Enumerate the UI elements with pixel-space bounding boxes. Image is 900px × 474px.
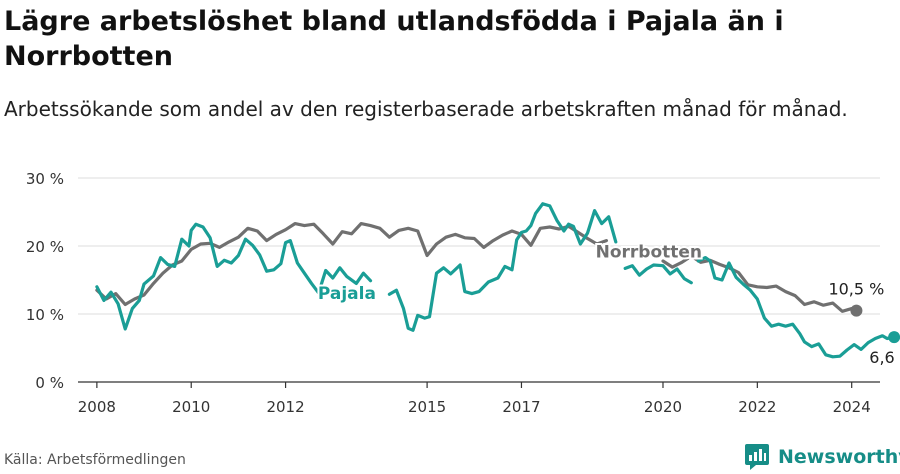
series-line-pajala (623, 263, 693, 285)
x-tick-label: 2024 (833, 398, 871, 416)
series-line-norrbotten (661, 254, 858, 313)
series-line-pajala (696, 256, 896, 359)
series-line-pajala (95, 222, 373, 331)
end-value-label-norrbotten: 10,5 % (828, 280, 884, 299)
x-tick-label: 2012 (266, 398, 304, 416)
x-tick-label: 2020 (644, 398, 682, 416)
brand-name: Newsworthy (778, 446, 900, 468)
brand-logo[interactable]: Newsworthy (744, 442, 900, 472)
end-point-pajala (888, 331, 900, 344)
y-tick-label: 0 % (35, 374, 64, 392)
chart-subtitle: Arbetssökande som andel av den registerb… (4, 97, 848, 121)
x-tick-label: 2008 (78, 398, 116, 416)
y-tick-label: 30 % (26, 170, 64, 188)
x-tick-label: 2017 (502, 398, 540, 416)
x-tick-label: 2022 (738, 398, 776, 416)
end-value-label-pajala: 6,6 % (869, 348, 900, 367)
newsworthy-logo-icon (745, 444, 769, 470)
end-point-norrbotten (850, 304, 863, 317)
chart-title: Lägre arbetslöshet bland utlandsfödda i … (4, 6, 784, 72)
source-note: Källa: Arbetsförmedlingen (4, 452, 186, 468)
series-label-norrbotten: Norrbotten (596, 243, 702, 263)
x-tick-label: 2015 (408, 398, 446, 416)
y-tick-label: 10 % (26, 306, 64, 324)
series-line-pajala (387, 202, 618, 332)
y-tick-label: 20 % (26, 238, 64, 256)
x-tick-label: 2010 (172, 398, 210, 416)
series-label-pajala: Pajala (318, 284, 376, 304)
